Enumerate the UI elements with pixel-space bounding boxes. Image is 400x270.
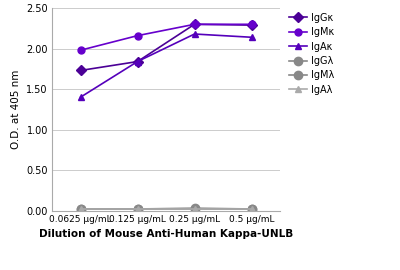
IgMκ: [135, 34, 140, 37]
IgMλ: [135, 207, 140, 211]
IgGλ: [249, 207, 254, 211]
IgAλ: [78, 207, 83, 211]
Line: IgAλ: IgAλ: [77, 205, 255, 212]
IgAκ: [135, 60, 140, 63]
Y-axis label: O.D. at 405 nm: O.D. at 405 nm: [11, 70, 21, 149]
IgGλ: [192, 207, 197, 210]
Line: IgGκ: IgGκ: [77, 21, 255, 74]
IgAλ: [192, 207, 197, 211]
IgGκ: [249, 23, 254, 27]
IgMκ: [249, 23, 254, 26]
IgMκ: [78, 49, 83, 52]
IgGκ: [192, 23, 197, 26]
IgAλ: [135, 207, 140, 211]
IgMλ: [78, 207, 83, 211]
IgAκ: [78, 96, 83, 99]
IgMλ: [249, 207, 254, 211]
IgAκ: [249, 36, 254, 39]
IgMκ: [192, 23, 197, 26]
IgGκ: [135, 60, 140, 63]
IgAλ: [249, 207, 254, 211]
IgGκ: [78, 69, 83, 72]
Legend: IgGκ, IgMκ, IgAκ, IgGλ, IgMλ, IgAλ: IgGκ, IgMκ, IgAκ, IgGλ, IgMλ, IgAλ: [290, 13, 334, 95]
Line: IgMλ: IgMλ: [76, 205, 256, 213]
IgGλ: [78, 207, 83, 211]
IgGλ: [135, 207, 140, 211]
IgMλ: [192, 207, 197, 211]
Line: IgGλ: IgGλ: [76, 204, 256, 213]
IgAκ: [192, 32, 197, 36]
Line: IgMκ: IgMκ: [77, 21, 255, 54]
Line: IgAκ: IgAκ: [77, 31, 255, 101]
X-axis label: Dilution of Mouse Anti-Human Kappa-UNLB: Dilution of Mouse Anti-Human Kappa-UNLB: [39, 229, 293, 239]
